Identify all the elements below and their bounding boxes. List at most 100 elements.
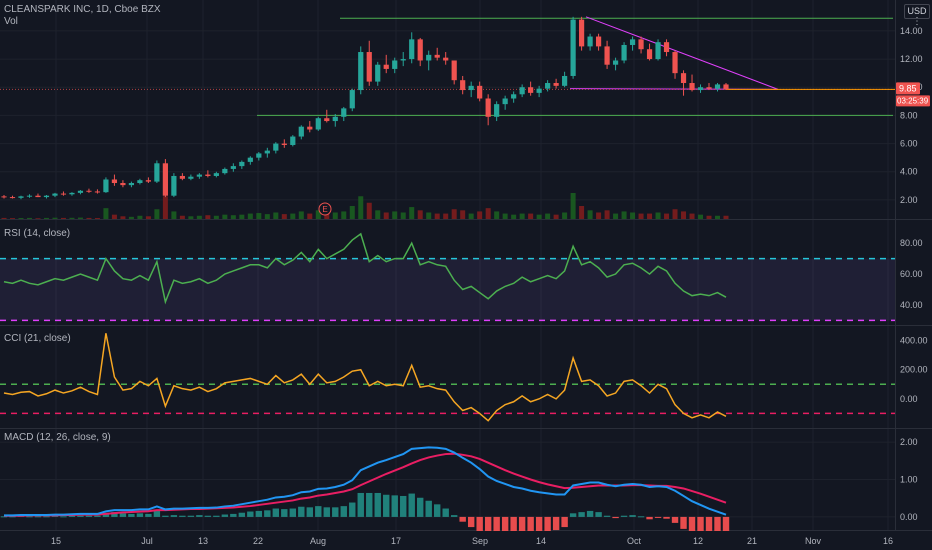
symbol-title[interactable]: CLEANSPARK INC, 1D, Cboe BZX <box>4 4 161 15</box>
cci-label: CCI (21, close) <box>4 333 71 344</box>
macd-histogram-bar <box>264 510 271 517</box>
candle-body <box>672 52 678 74</box>
volume-bar <box>604 210 610 219</box>
candle-body <box>137 180 143 184</box>
volume-bar <box>94 218 100 219</box>
macd-histogram-bar <box>230 513 237 517</box>
rsi-tick-label: 40.00 <box>900 300 923 310</box>
candle-body <box>247 157 253 162</box>
rsi-tick-label: 80.00 <box>900 238 923 248</box>
macd-histogram-bar <box>349 502 356 517</box>
macd-histogram-bar <box>705 516 713 537</box>
vertical-dots-icon[interactable]: ⋮ <box>912 16 922 27</box>
macd-histogram-bar <box>289 508 296 517</box>
candle-body <box>332 116 338 122</box>
candle-body <box>307 126 313 130</box>
price-tick-label: 14.00 <box>900 26 923 36</box>
candle-body <box>77 190 84 193</box>
macd-histogram-bar <box>357 492 364 517</box>
candle-body <box>426 54 432 61</box>
volume-bar <box>247 213 253 219</box>
currency-button[interactable]: USD <box>904 4 930 19</box>
last-price-badge <box>896 82 920 95</box>
volume-bar <box>290 213 296 219</box>
candle-body <box>171 175 177 196</box>
x-axis-label: 15 <box>51 536 61 546</box>
candle-body <box>434 54 440 58</box>
volume-bar <box>451 209 457 219</box>
x-axis-label: 13 <box>198 536 208 546</box>
candle-body <box>154 163 160 182</box>
wedge-upper-line <box>585 16 779 90</box>
volume-bar <box>528 213 534 219</box>
macd-histogram-bar <box>671 516 679 523</box>
x-axis-label: 17 <box>391 536 401 546</box>
macd-histogram-bar <box>213 515 220 517</box>
candle-body <box>60 193 67 195</box>
volume-bar <box>715 215 721 219</box>
macd-histogram-bar <box>527 516 534 535</box>
candle-body <box>536 88 542 93</box>
candle-body <box>145 180 151 182</box>
volume-bar <box>511 214 517 219</box>
candle-body <box>196 174 202 177</box>
macd-histogram-bar <box>484 516 492 540</box>
volume-bar <box>426 212 432 219</box>
countdown-badge <box>896 95 930 107</box>
candle-body <box>409 39 415 60</box>
macd-histogram-bar <box>391 495 398 517</box>
candle-body <box>689 83 695 91</box>
macd-histogram-bar <box>459 516 466 522</box>
volume-bar <box>494 211 500 219</box>
volume-bar <box>596 212 602 219</box>
macd-histogram-bar <box>315 506 322 517</box>
price-tick-label: 4.00 <box>900 167 918 177</box>
macd-histogram-bar <box>85 515 93 517</box>
volume-bar <box>349 206 355 219</box>
volume-bar <box>111 214 117 219</box>
candle-body <box>468 85 474 91</box>
candle-body <box>511 94 517 99</box>
macd-histogram-bar <box>501 516 509 540</box>
volume-bar <box>638 213 644 219</box>
volume-bar <box>273 212 279 219</box>
volume-bar <box>621 211 627 219</box>
candle-body <box>383 64 389 69</box>
macd-histogram-bar <box>620 515 628 517</box>
macd-histogram-bar <box>569 513 577 517</box>
macd-histogram-bar <box>170 515 178 517</box>
signal-line <box>4 452 727 517</box>
candle-body <box>9 197 16 199</box>
cci-tick-label: 400.00 <box>900 336 928 346</box>
macd-histogram-bar <box>510 516 517 539</box>
volume-bar <box>664 213 670 219</box>
volume-bar <box>324 213 330 219</box>
volume-bar <box>196 215 202 219</box>
candle-body <box>638 39 644 50</box>
last-price-label: 9.85 <box>899 83 917 93</box>
rsi-line <box>3 232 727 305</box>
candle-body <box>281 143 287 145</box>
candle-body <box>460 80 466 91</box>
volume-bar <box>18 218 24 219</box>
macd-histogram-bar <box>298 506 305 517</box>
candle-body <box>188 176 194 179</box>
volume-label: Vol <box>4 16 18 27</box>
macd-line <box>4 446 727 517</box>
volume-bar <box>358 196 364 219</box>
macd-tick-label: 0.00 <box>900 512 918 522</box>
macd-histogram-bar <box>136 513 144 517</box>
macd-histogram-bar <box>688 516 696 534</box>
volume-bar <box>400 212 406 219</box>
candle-body <box>366 52 372 82</box>
volume-bar <box>52 217 58 219</box>
macd-histogram-bar <box>603 515 611 517</box>
candle-body <box>298 126 304 137</box>
candle-body <box>273 143 279 151</box>
x-axis-label: 16 <box>883 536 893 546</box>
macd-histogram-bar <box>595 512 602 517</box>
macd-histogram-bar <box>340 506 347 517</box>
volume-bar <box>120 216 126 219</box>
candle-body <box>103 179 109 193</box>
